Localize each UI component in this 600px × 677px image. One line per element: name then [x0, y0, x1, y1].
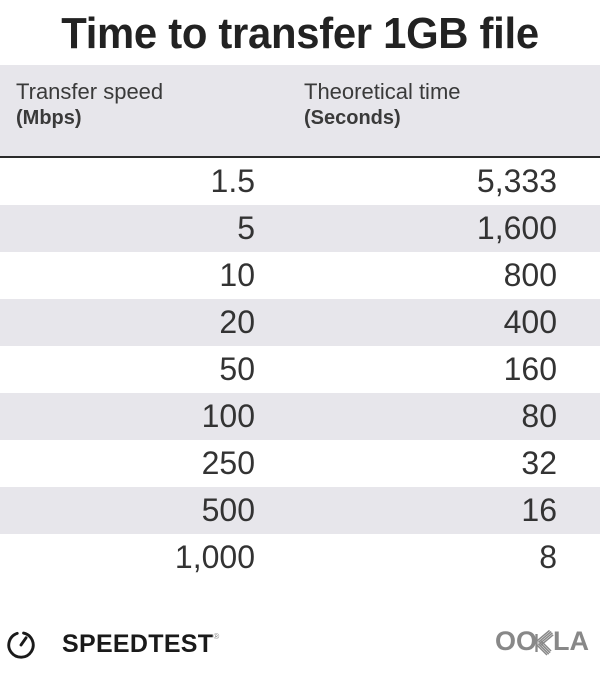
svg-text:OO: OO — [495, 626, 537, 656]
svg-text:LA: LA — [553, 626, 589, 656]
